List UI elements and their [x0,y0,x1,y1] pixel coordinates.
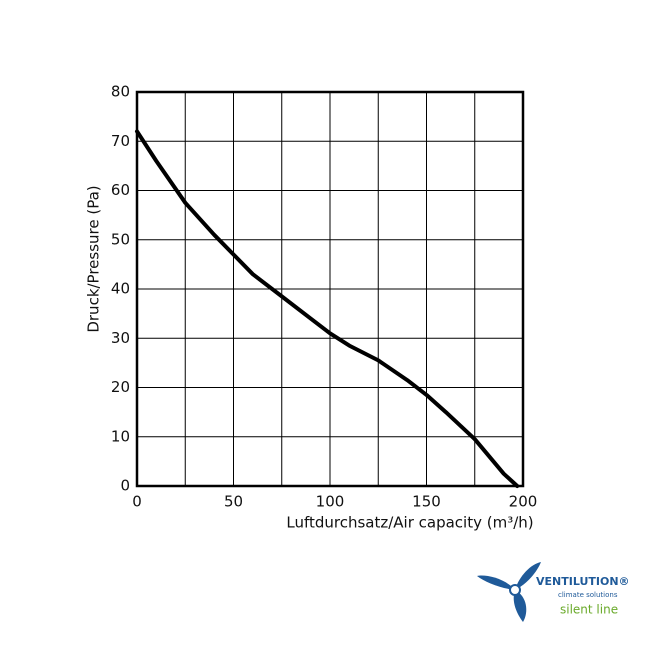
y-tick-label: 0 [120,477,130,495]
y-tick-label: 50 [111,230,130,248]
y-tick-label: 70 [111,132,130,150]
y-tick-label: 40 [111,280,130,298]
x-tick-label: 100 [316,493,345,511]
fan-blade [515,562,541,590]
plot-frame [135,90,525,488]
y-tick-label: 80 [111,83,130,101]
brand-tagline: climate solutions [558,591,618,599]
y-tick-label: 60 [111,181,130,199]
brand-name: VENTILUTION® [536,575,630,588]
logo [477,562,541,622]
y-tick-label: 20 [111,378,130,396]
x-tick-label: 50 [224,493,243,511]
y-tick-label: 30 [111,329,130,347]
curve [135,129,520,488]
x-axis-label: Luftdurchsatz/Air capacity (m³/h) [286,514,533,532]
fan-hub [509,584,521,596]
y-axis-label: Druck/Pressure (Pa) [85,185,103,332]
fan-blade [513,590,527,622]
brand-line: silent line [560,603,618,617]
x-tick-label: 150 [412,493,441,511]
x-tick-label: 0 [132,493,142,511]
fan-blade [477,575,515,590]
x-tick-label: 200 [509,493,538,511]
y-tick-label: 10 [111,427,130,445]
